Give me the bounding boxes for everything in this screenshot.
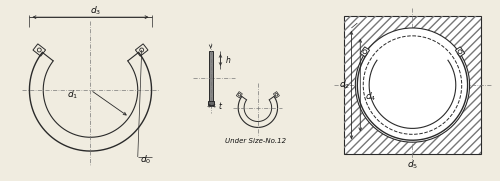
Bar (344, 16, 481, 154)
Text: $t$: $t$ (218, 100, 224, 111)
Text: Under Size-No.12: Under Size-No.12 (226, 138, 286, 144)
Polygon shape (360, 47, 370, 57)
Bar (344, 16, 481, 154)
Text: $d_2$: $d_2$ (339, 79, 350, 91)
Circle shape (356, 28, 470, 142)
Text: $d_0$: $d_0$ (140, 154, 151, 166)
Text: $d_1$: $d_1$ (67, 89, 78, 101)
Text: $d_4$: $d_4$ (365, 91, 376, 103)
Text: $d_5$: $d_5$ (407, 159, 418, 171)
Polygon shape (274, 92, 280, 98)
Text: $h$: $h$ (226, 54, 232, 66)
Polygon shape (456, 47, 464, 57)
Polygon shape (136, 44, 148, 56)
Bar (208, 51, 212, 105)
Polygon shape (33, 44, 46, 56)
Text: $d_3$: $d_3$ (90, 5, 101, 18)
Bar (208, 101, 214, 105)
Polygon shape (236, 92, 242, 98)
